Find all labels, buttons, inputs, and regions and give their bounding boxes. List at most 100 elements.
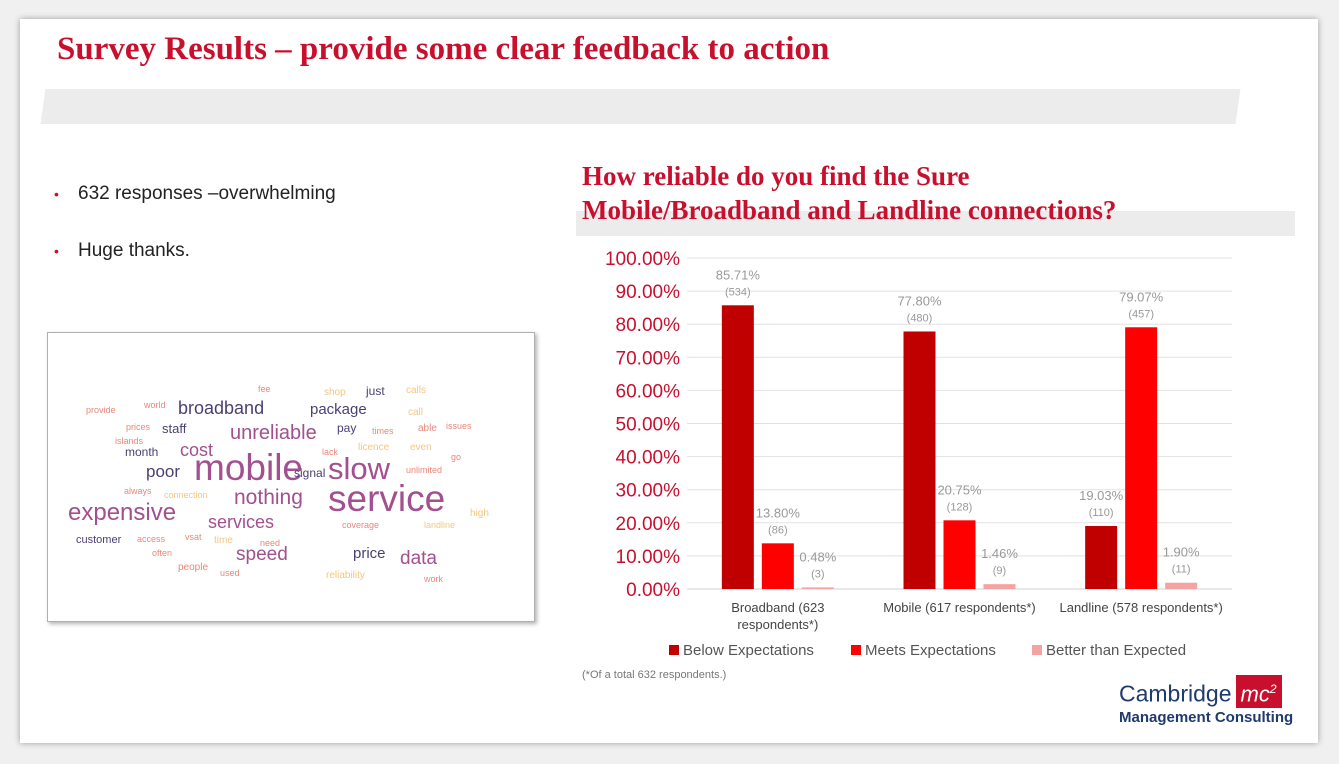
- word-cloud-word: broadband: [178, 398, 265, 418]
- word-cloud-word: fee: [258, 384, 271, 394]
- word-cloud-word: unreliable: [230, 422, 317, 444]
- data-count-label: (3): [811, 568, 824, 580]
- word-cloud-word: access: [137, 534, 166, 544]
- word-cloud-word: connection: [164, 490, 208, 500]
- y-tick-label: 100.00%: [605, 249, 680, 270]
- word-cloud-word: month: [125, 445, 159, 459]
- y-tick-label: 20.00%: [616, 514, 681, 535]
- x-category-label: Broadband (623 respondents*): [731, 600, 824, 632]
- data-label: 20.75%: [937, 482, 982, 497]
- word-cloud-word: prices: [126, 422, 151, 432]
- data-count-label: (110): [1089, 507, 1114, 519]
- y-tick-label: 80.00%: [616, 315, 681, 336]
- word-cloud-word: call: [408, 407, 424, 418]
- legend-label: Meets Expectations: [865, 642, 996, 659]
- word-cloud: mobile service slow expensive nothing unrelia…: [47, 332, 535, 622]
- word-cloud-word: just: [366, 384, 385, 398]
- bullet-text: Huge thanks.: [78, 240, 190, 261]
- bar: [721, 305, 754, 589]
- legend-swatch: [1032, 645, 1042, 655]
- bar: [943, 520, 976, 589]
- slide: Survey Results – provide some clear feed…: [20, 19, 1318, 743]
- data-label: 13.80%: [756, 505, 801, 520]
- word-cloud-word: people: [178, 562, 209, 573]
- word-cloud-word: landline: [424, 520, 456, 530]
- word-cloud-word: able: [418, 423, 437, 434]
- word-cloud-word: even: [410, 442, 432, 453]
- word-cloud-word: coverage: [342, 520, 380, 530]
- word-cloud-word: poor: [146, 462, 181, 481]
- company-logo: Cambridge mc2 Management Consulting: [1119, 675, 1293, 726]
- data-count-label: (11): [1172, 564, 1191, 576]
- data-count-label: (128): [947, 501, 973, 513]
- bar: [1085, 526, 1118, 589]
- word-cloud-word: service: [328, 478, 446, 519]
- bar: [983, 584, 1016, 589]
- word-cloud-word: calls: [406, 385, 427, 396]
- word-cloud-word: always: [124, 486, 152, 496]
- bar: [801, 587, 834, 589]
- data-label: 79.07%: [1119, 289, 1164, 304]
- word-cloud-word: lack: [322, 447, 339, 457]
- x-category-label: Landline (578 respondents*): [1059, 600, 1222, 615]
- bar: [1125, 327, 1158, 589]
- word-cloud-word: data: [400, 548, 437, 569]
- bullet-item: • 632 responses –overwhelming: [54, 183, 336, 205]
- word-cloud-word: customer: [76, 534, 122, 546]
- bar-chart: 0.00% 10.00% 20.00% 30.00% 40.00% 50.00% 60.00…: [605, 249, 1232, 659]
- y-tick-label: 50.00%: [616, 415, 681, 436]
- word-cloud-word: speed: [236, 544, 288, 565]
- y-tick-label: 60.00%: [616, 381, 681, 402]
- chart-title: How reliable do you find the Sure Mobile…: [582, 159, 1182, 227]
- legend-label: Below Expectations: [683, 642, 814, 659]
- word-cloud-word: services: [208, 512, 275, 532]
- legend-swatch: [669, 645, 679, 655]
- word-cloud-word: times: [372, 426, 394, 436]
- chart-title-text: How reliable do you find the Sure Mobile…: [582, 161, 1117, 225]
- word-cloud-word: slow: [328, 451, 391, 486]
- title-band: [40, 89, 1241, 124]
- data-count-label: (9): [993, 565, 1006, 577]
- data-label: 85.71%: [716, 267, 761, 282]
- y-tick-label: 40.00%: [616, 448, 681, 469]
- bar: [1165, 582, 1198, 589]
- chart-title-band: [576, 211, 1295, 236]
- word-cloud-word: reliability: [326, 570, 365, 581]
- word-cloud-word: go: [451, 452, 462, 462]
- logo-mark: mc2: [1235, 675, 1282, 709]
- bullet-item: • Huge thanks.: [54, 240, 190, 262]
- word-cloud-word: often: [152, 548, 173, 558]
- word-cloud-word: provide: [86, 405, 116, 415]
- data-count-label: (480): [907, 312, 933, 324]
- y-tick-label: 0.00%: [626, 580, 680, 601]
- data-label: 19.03%: [1079, 488, 1124, 503]
- data-count-label: (86): [768, 524, 788, 536]
- word-cloud-word: issues: [446, 421, 472, 431]
- word-cloud-word: unlimited: [406, 465, 443, 475]
- word-cloud-word: price: [353, 545, 386, 562]
- word-cloud-word: used: [220, 568, 240, 578]
- y-tick-label: 10.00%: [616, 547, 681, 568]
- word-cloud-word: need: [260, 538, 281, 548]
- logo-name: Cambridge: [1119, 680, 1232, 707]
- word-cloud-word: mobile: [194, 447, 303, 488]
- word-cloud-word: cost: [180, 440, 214, 460]
- word-cloud-word: package: [310, 401, 367, 418]
- bullet-dot-icon: •: [54, 242, 59, 259]
- bullet-text: 632 responses –overwhelming: [78, 183, 336, 204]
- slide-title: Survey Results – provide some clear feed…: [57, 31, 830, 67]
- logo-subtitle: Management Consulting: [1119, 709, 1294, 727]
- data-count-label: (457): [1128, 308, 1154, 320]
- data-label: 0.48%: [799, 549, 836, 564]
- word-cloud-word: time: [214, 535, 233, 546]
- word-cloud-word: staff: [162, 421, 187, 436]
- y-tick-label: 90.00%: [616, 282, 681, 303]
- y-tick-label: 70.00%: [616, 348, 681, 369]
- word-cloud-word: signal: [294, 466, 326, 480]
- data-count-label: (534): [725, 286, 751, 298]
- word-cloud-word: world: [144, 400, 166, 410]
- footnote: (*Of a total 632 respondents.): [582, 669, 727, 681]
- word-cloud-word: licence: [358, 442, 390, 453]
- legend-swatch: [851, 645, 861, 655]
- word-cloud-word: vsat: [185, 532, 202, 542]
